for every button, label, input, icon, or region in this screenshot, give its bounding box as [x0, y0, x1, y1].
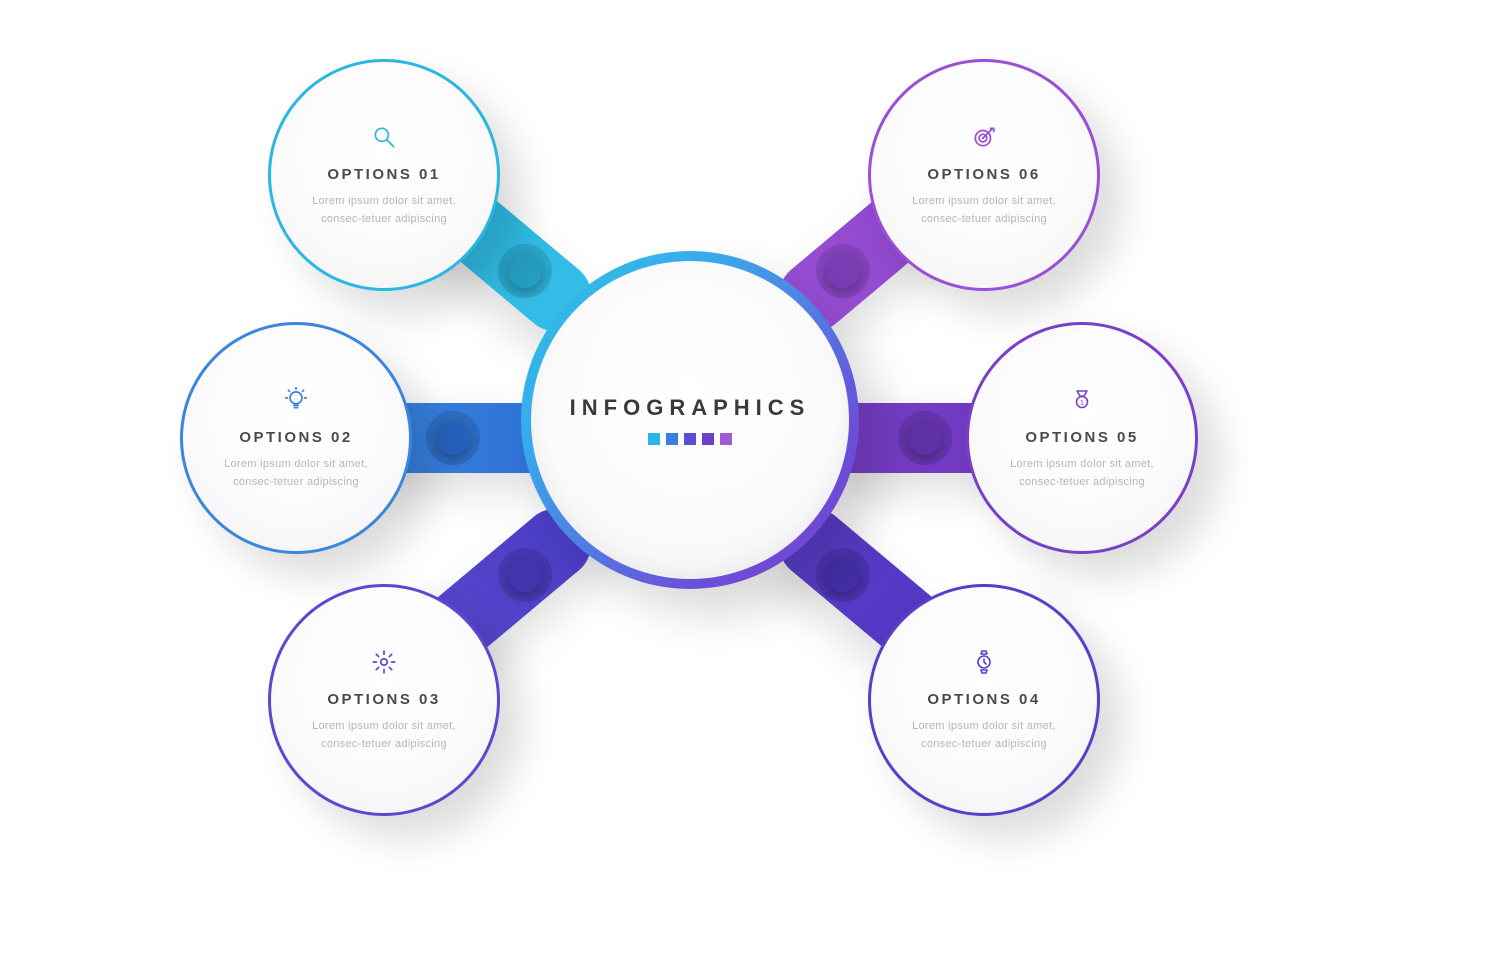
- center-hub: INFOGRAPHICS: [521, 251, 859, 589]
- option-desc: Lorem ipsum dolor sit amet, consec-tetue…: [299, 193, 469, 227]
- magnifier-icon: [369, 122, 399, 152]
- option-title: OPTIONS 03: [327, 691, 440, 708]
- option-01: OPTIONS 01 Lorem ipsum dolor sit amet, c…: [268, 59, 500, 291]
- option-desc: Lorem ipsum dolor sit amet, consec-tetue…: [211, 456, 381, 490]
- svg-text:1: 1: [1080, 400, 1084, 407]
- watch-icon: [969, 647, 999, 677]
- medal-icon: 1: [1067, 385, 1097, 415]
- option-title: OPTIONS 02: [239, 429, 352, 446]
- center-title: INFOGRAPHICS: [570, 395, 811, 421]
- center-swatches: [648, 433, 732, 445]
- option-04: OPTIONS 04 Lorem ipsum dolor sit amet, c…: [868, 584, 1100, 816]
- gear-icon: [369, 647, 399, 677]
- option-title: OPTIONS 01: [327, 166, 440, 183]
- lightbulb-icon: [281, 385, 311, 415]
- option-02: OPTIONS 02 Lorem ipsum dolor sit amet, c…: [180, 322, 412, 554]
- option-title: OPTIONS 04: [927, 691, 1040, 708]
- option-title: OPTIONS 05: [1025, 429, 1138, 446]
- option-03: OPTIONS 03 Lorem ipsum dolor sit amet, c…: [268, 584, 500, 816]
- option-desc: Lorem ipsum dolor sit amet, consec-tetue…: [299, 718, 469, 752]
- option-desc: Lorem ipsum dolor sit amet, consec-tetue…: [899, 193, 1069, 227]
- option-desc: Lorem ipsum dolor sit amet, consec-tetue…: [899, 718, 1069, 752]
- option-title: OPTIONS 06: [927, 166, 1040, 183]
- option-06: OPTIONS 06 Lorem ipsum dolor sit amet, c…: [868, 59, 1100, 291]
- infographic-stage: INFOGRAPHICS OPTIONS 01 Lorem ipsum dolo…: [0, 0, 1508, 980]
- joint-05: [908, 421, 942, 455]
- target-icon: [969, 122, 999, 152]
- joint-02: [436, 421, 470, 455]
- option-desc: Lorem ipsum dolor sit amet, consec-tetue…: [997, 456, 1167, 490]
- option-05: 1 OPTIONS 05 Lorem ipsum dolor sit amet,…: [966, 322, 1198, 554]
